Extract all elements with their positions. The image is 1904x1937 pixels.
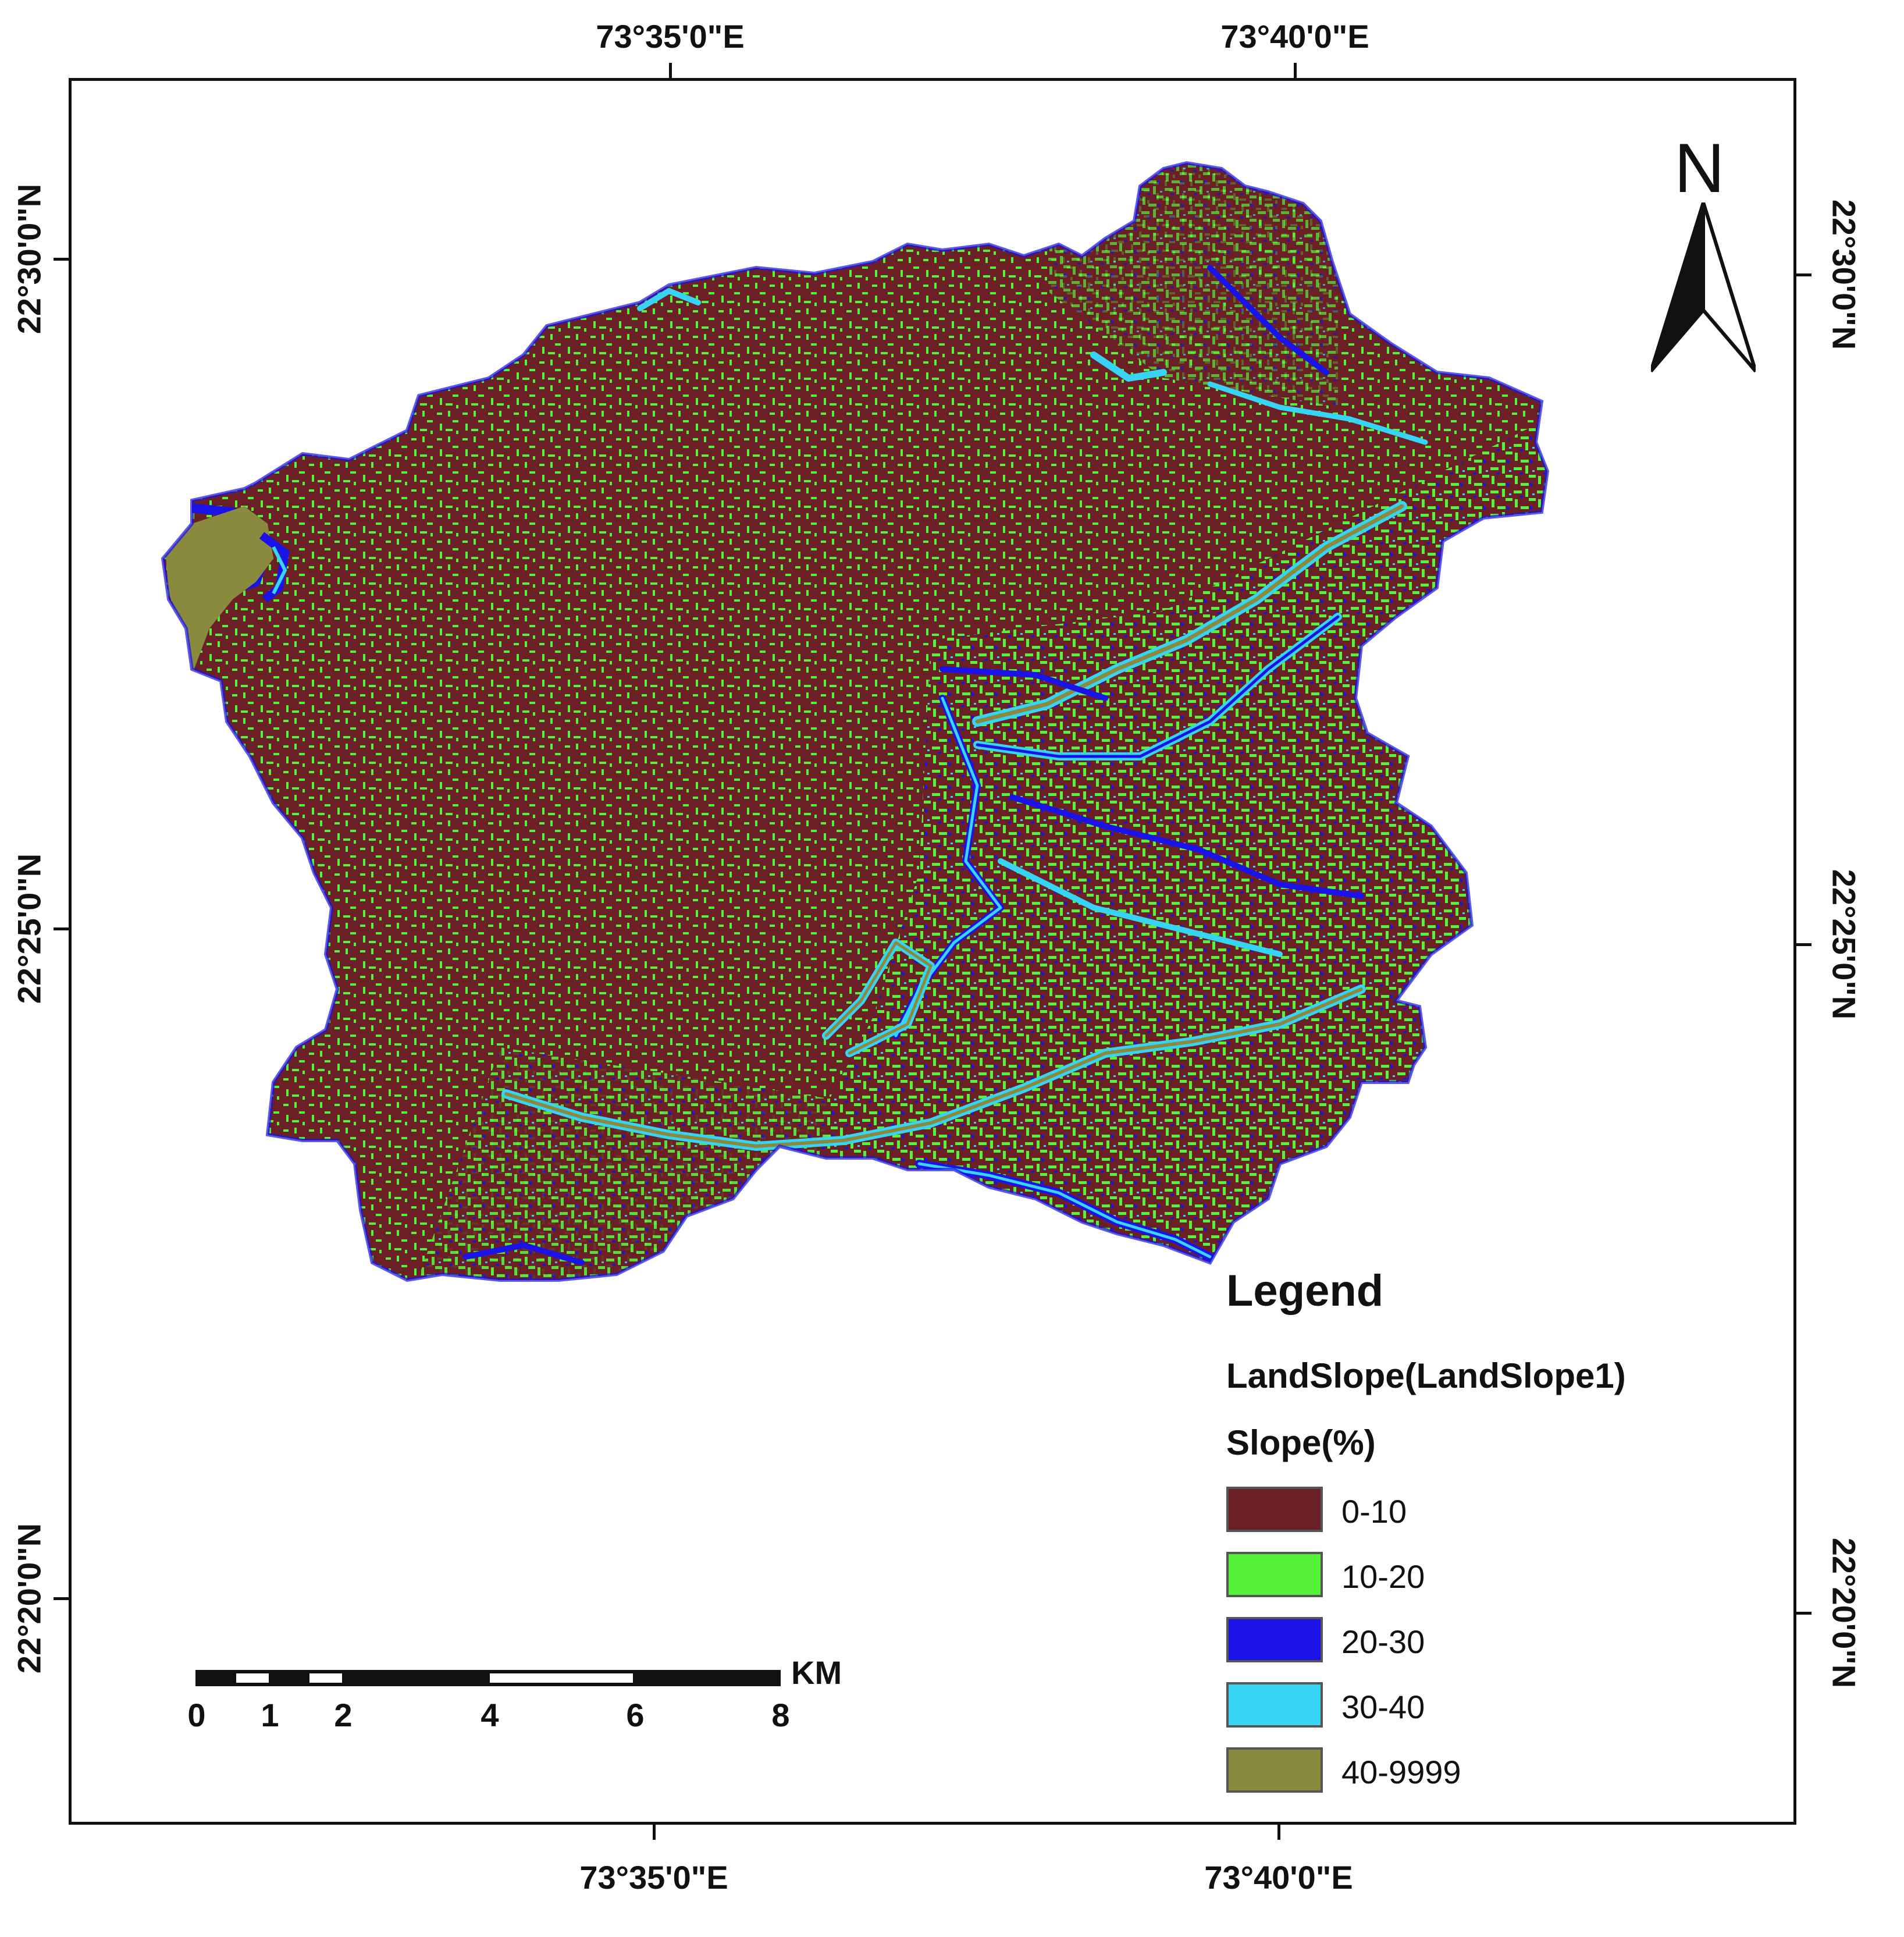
top-tick-1	[669, 63, 672, 80]
north-arrow-icon	[1651, 202, 1756, 372]
legend-label: 30-40	[1341, 1689, 1425, 1725]
legend-title: Legend	[1226, 1266, 1384, 1316]
left-tick-1	[54, 258, 71, 261]
legend-swatch	[1226, 1552, 1323, 1597]
scale-label-1: 1	[261, 1697, 279, 1733]
scale-label-0: 0	[187, 1697, 206, 1733]
scale-label-4: 4	[481, 1697, 499, 1733]
top-axis-label-1: 73°35'0"E	[596, 18, 745, 55]
legend-field-name: Slope(%)	[1226, 1423, 1376, 1462]
legend-swatch	[1226, 1617, 1323, 1662]
right-tick-1	[1794, 273, 1812, 276]
north-label: N	[1674, 129, 1725, 207]
scale-unit: KM	[791, 1654, 842, 1691]
right-tick-3	[1794, 1612, 1812, 1615]
legend-layer-name: LandSlope(LandSlope1)	[1226, 1356, 1626, 1395]
scale-label-8: 8	[771, 1697, 790, 1733]
scale-bar	[195, 1670, 781, 1686]
legend-label: 40-9999	[1341, 1754, 1461, 1790]
top-axis-label-2: 73°40'0"E	[1220, 18, 1369, 55]
legend-swatch	[1226, 1682, 1323, 1728]
right-tick-2	[1794, 943, 1812, 946]
legend-label: 0-10	[1341, 1493, 1407, 1530]
legend-swatch	[1226, 1487, 1323, 1532]
map-frame	[69, 78, 1796, 1825]
bottom-axis-label-2: 73°40'0"E	[1204, 1859, 1353, 1896]
legend-swatch	[1226, 1747, 1323, 1793]
top-tick-2	[1294, 63, 1297, 80]
left-tick-3	[54, 1597, 71, 1600]
legend-label: 20-30	[1341, 1623, 1425, 1660]
legend-label: 10-20	[1341, 1558, 1425, 1595]
bottom-axis-label-1: 73°35'0"E	[579, 1859, 728, 1896]
scale-label-2: 2	[334, 1697, 353, 1733]
left-tick-2	[54, 927, 71, 930]
scale-label-6: 6	[626, 1697, 645, 1733]
bottom-tick-2	[1277, 1822, 1280, 1840]
bottom-tick-1	[653, 1822, 656, 1840]
